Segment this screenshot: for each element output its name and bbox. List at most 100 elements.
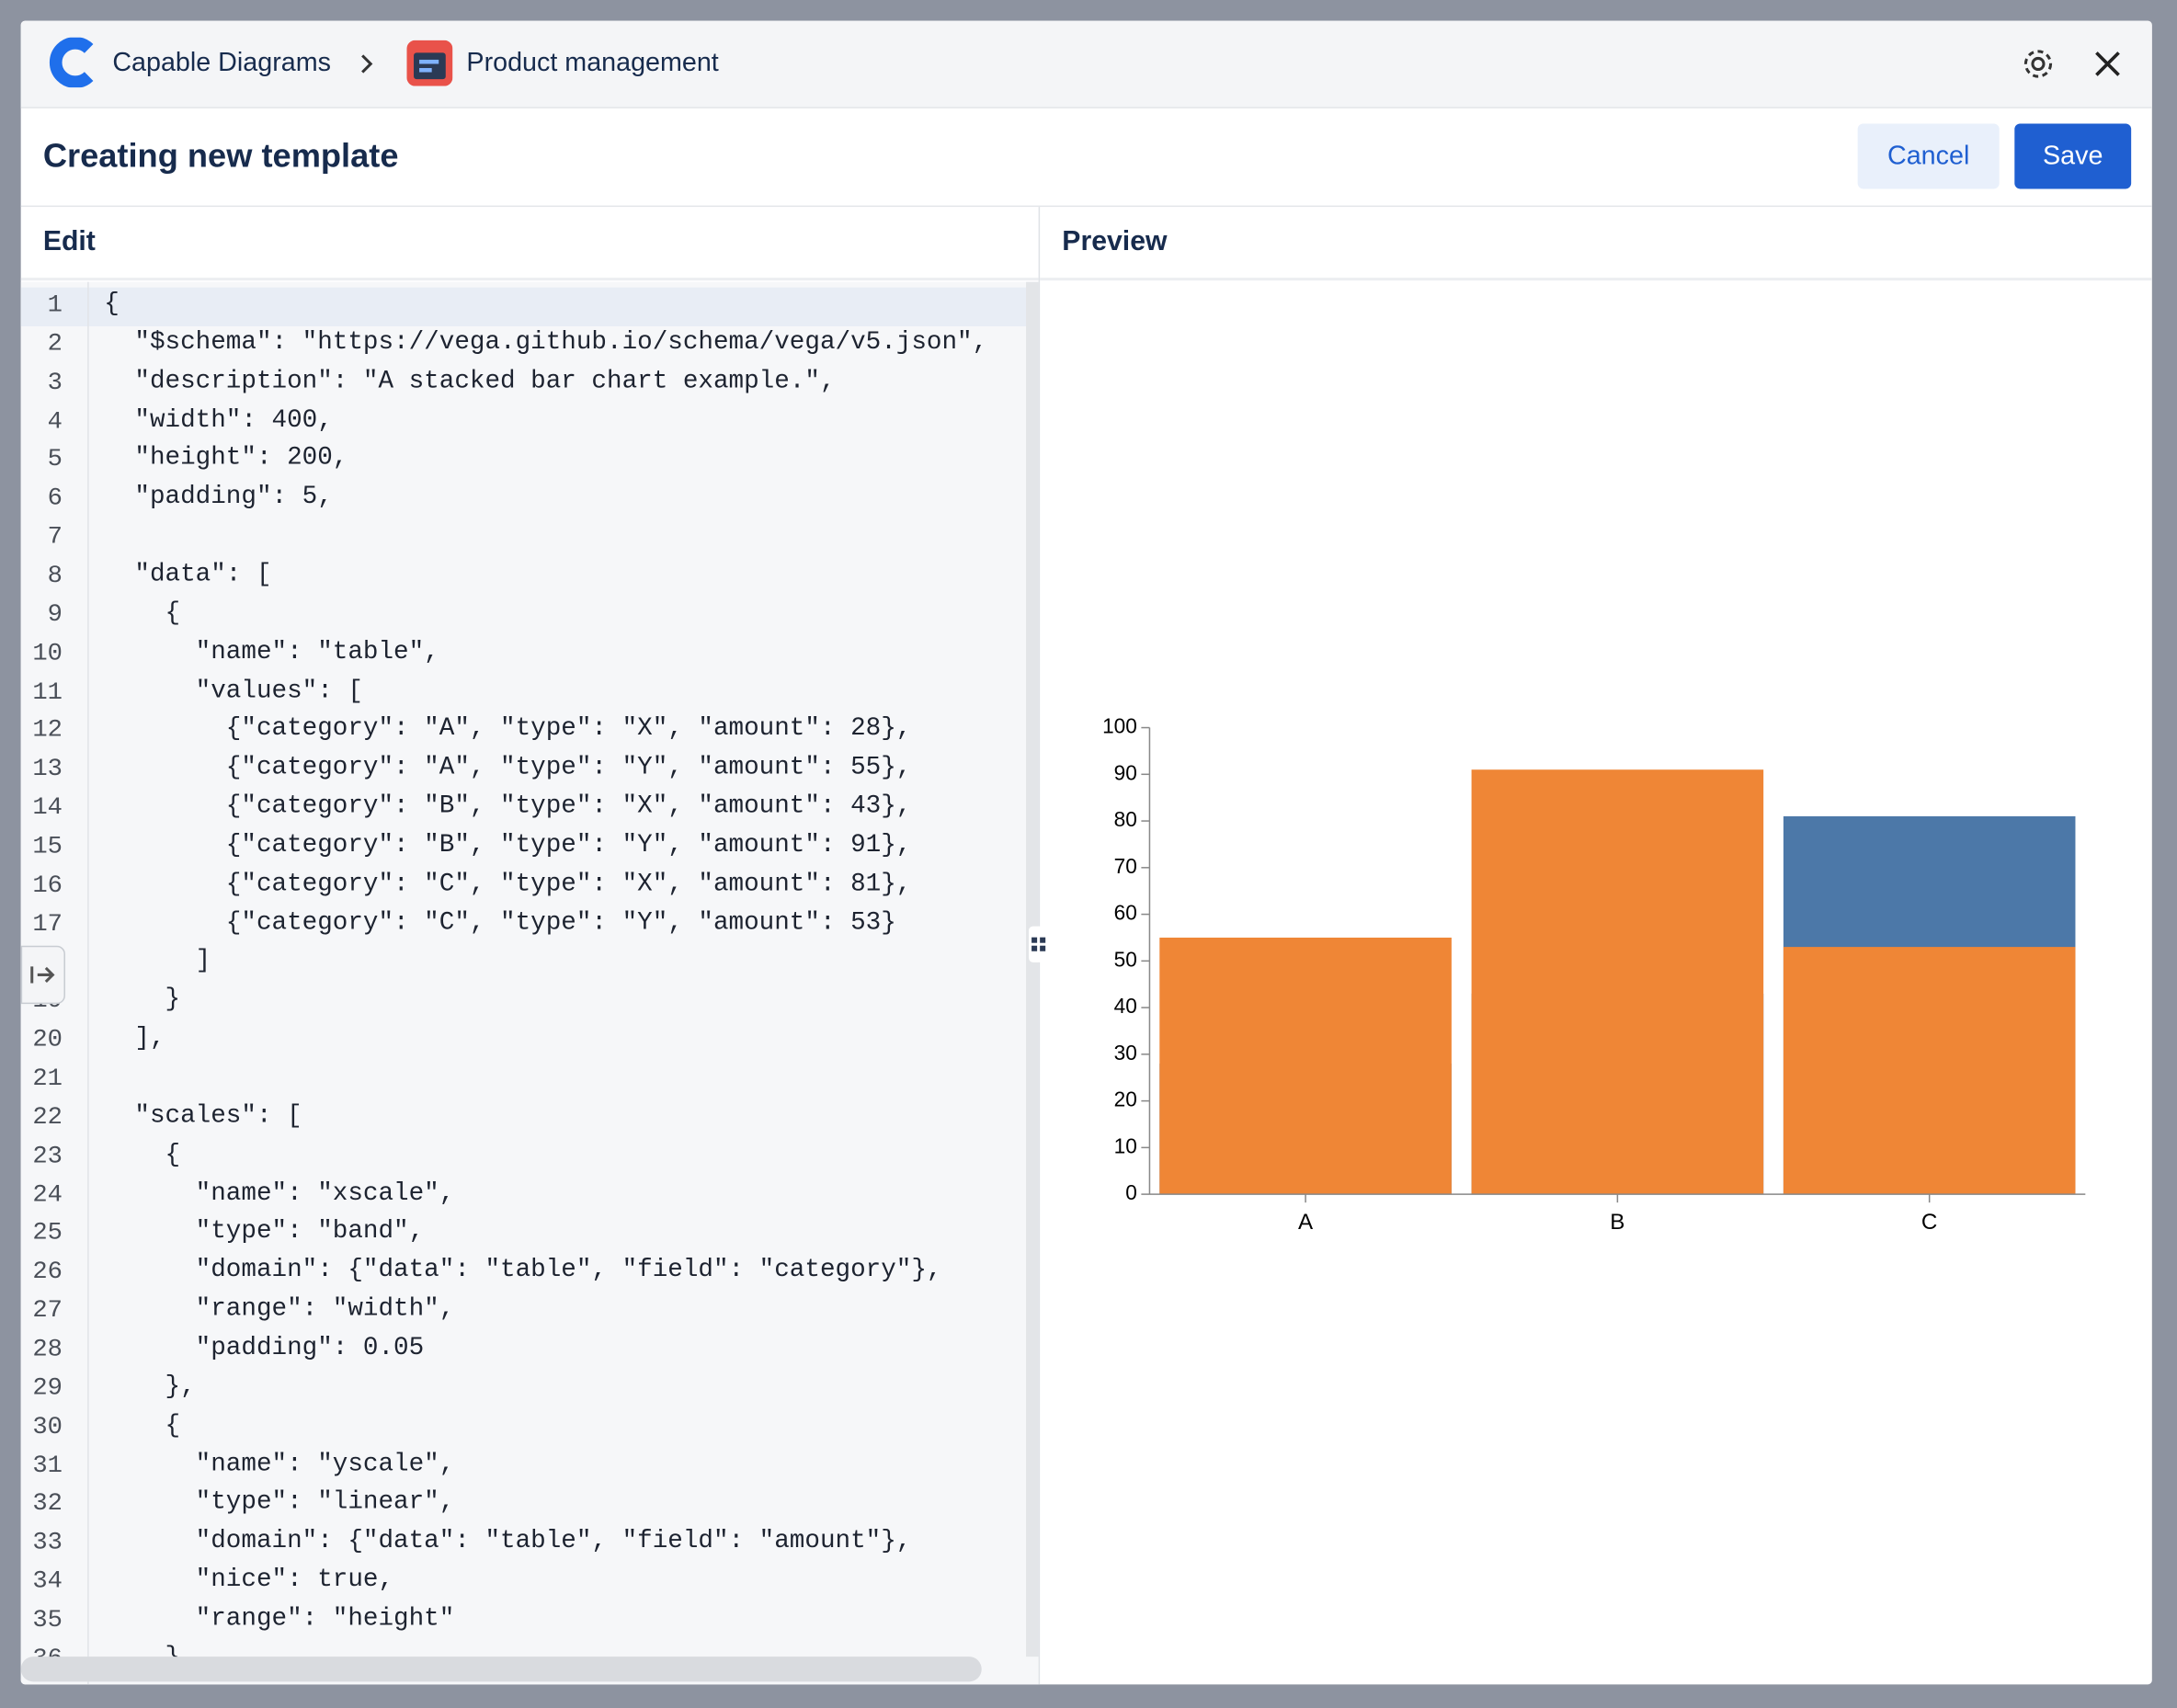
- line-number: 32: [32, 1490, 63, 1519]
- y-tick-label: 90: [1114, 760, 1137, 784]
- modal: Capable Diagrams Product management Crea…: [20, 20, 2152, 1685]
- y-tick-label: 0: [1125, 1180, 1137, 1204]
- save-button[interactable]: Save: [2014, 123, 2132, 189]
- handle-icon: [1032, 937, 1046, 951]
- code-line: "name": "xscale",: [104, 1179, 455, 1208]
- line-number: 12: [32, 716, 63, 746]
- code-line: {"category": "B", "type": "Y", "amount":…: [104, 831, 912, 860]
- code-line: },: [104, 1372, 196, 1401]
- line-number: 1: [47, 291, 63, 320]
- line-number: 8: [47, 562, 63, 590]
- cancel-button[interactable]: Cancel: [1857, 123, 2000, 189]
- line-number: 29: [32, 1374, 63, 1403]
- code-line: ]: [104, 947, 211, 976]
- line-number: 24: [32, 1180, 63, 1210]
- line-number: 27: [32, 1297, 63, 1326]
- gutter: 1234567891011121314151617181920212223242…: [21, 281, 89, 1685]
- line-number: 3: [47, 369, 63, 397]
- expand-button[interactable]: [20, 945, 65, 1005]
- y-tick-label: 40: [1114, 994, 1137, 1018]
- line-number: 22: [32, 1103, 63, 1132]
- line-number: 35: [32, 1606, 63, 1634]
- code-line: "height": 200,: [104, 444, 348, 473]
- line-number: 10: [32, 639, 63, 668]
- code-line: "domain": {"data": "table", "field": "ca…: [104, 1257, 942, 1285]
- line-number: 34: [32, 1567, 63, 1596]
- code-line: "range": "width",: [104, 1295, 455, 1324]
- line-number: 9: [47, 600, 63, 629]
- vertical-scrollbar[interactable]: [1026, 281, 1039, 1657]
- resize-handle[interactable]: [1029, 926, 1049, 962]
- code-line: "width": 400,: [104, 405, 333, 435]
- bar: [1159, 937, 1452, 1195]
- horizontal-scrollbar[interactable]: [20, 1657, 982, 1682]
- line-number: 25: [32, 1219, 63, 1248]
- preview-header: Preview: [1040, 207, 2152, 281]
- y-tick-label: 100: [1102, 714, 1137, 738]
- active-line: [20, 287, 1039, 326]
- code-line: {"category": "C", "type": "X", "amount":…: [104, 870, 912, 898]
- code-line: "name": "table",: [104, 638, 439, 666]
- line-number: 23: [32, 1142, 63, 1170]
- line-number: 7: [47, 523, 63, 552]
- code-line: ],: [104, 1025, 165, 1053]
- close-icon[interactable]: [2092, 49, 2123, 79]
- line-number: 30: [32, 1413, 63, 1441]
- line-number: 4: [47, 407, 63, 436]
- x-tick-label: A: [1298, 1210, 1314, 1235]
- code-line: {: [104, 1141, 181, 1169]
- x-tick-label: C: [1921, 1210, 1937, 1235]
- code-line: "padding": 0.05: [104, 1334, 425, 1362]
- code-line: "data": [: [104, 561, 272, 589]
- line-number: 16: [32, 871, 63, 900]
- top-bar: Capable Diagrams Product management: [20, 20, 2152, 108]
- y-tick-label: 60: [1114, 901, 1137, 925]
- app-logo[interactable]: [47, 37, 97, 88]
- space-name[interactable]: Product management: [466, 48, 719, 78]
- line-number: 20: [32, 1026, 63, 1054]
- line-number: 31: [32, 1452, 63, 1480]
- line-number: 14: [32, 794, 63, 823]
- code-line: "$schema": "https://vega.github.io/schem…: [104, 328, 988, 357]
- edit-header: Edit: [20, 207, 1039, 281]
- line-number: 2: [47, 330, 63, 359]
- code-line: "range": "height": [104, 1605, 455, 1634]
- page-title: Creating new template: [42, 137, 399, 176]
- line-number: 21: [32, 1065, 63, 1093]
- line-number: 28: [32, 1336, 63, 1364]
- y-tick-label: 80: [1114, 807, 1137, 831]
- line-number: 26: [32, 1258, 63, 1287]
- code-editor[interactable]: { "$schema": "https://vega.github.io/sch…: [20, 281, 1039, 1685]
- line-number: 5: [47, 446, 63, 474]
- bar: [1471, 769, 1764, 1195]
- line-number: 17: [32, 910, 63, 939]
- code-line: "type": "linear",: [104, 1488, 455, 1518]
- line-number: 6: [47, 484, 63, 513]
- code-line: {"category": "C", "type": "Y", "amount":…: [104, 908, 896, 938]
- code-line: "description": "A stacked bar chart exam…: [104, 367, 836, 396]
- chevron: [361, 54, 373, 74]
- code-line: "name": "yscale",: [104, 1450, 455, 1479]
- code-line: }: [104, 985, 181, 1015]
- code-line: "type": "band",: [104, 1218, 425, 1247]
- line-number: 13: [32, 756, 63, 784]
- settings-icon[interactable]: [2022, 47, 2055, 80]
- app-name[interactable]: Capable Diagrams: [112, 48, 331, 78]
- code-line: "domain": {"data": "table", "field": "am…: [104, 1527, 912, 1556]
- code-line: "values": [: [104, 677, 363, 705]
- divider: [20, 205, 2152, 208]
- code-line: "nice": true,: [104, 1566, 394, 1595]
- code-line: {: [104, 599, 181, 628]
- space-icon[interactable]: [406, 40, 453, 86]
- y-tick-label: 50: [1114, 947, 1137, 971]
- line-number: 11: [32, 678, 63, 707]
- y-tick-label: 10: [1114, 1133, 1137, 1157]
- line-number: 15: [32, 833, 63, 861]
- y-tick-label: 20: [1114, 1087, 1137, 1111]
- code-line: {"category": "B", "type": "X", "amount":…: [104, 792, 912, 821]
- x-tick-label: B: [1610, 1210, 1624, 1235]
- code-line: {: [104, 290, 120, 318]
- code-line: {"category": "A", "type": "Y", "amount":…: [104, 754, 912, 782]
